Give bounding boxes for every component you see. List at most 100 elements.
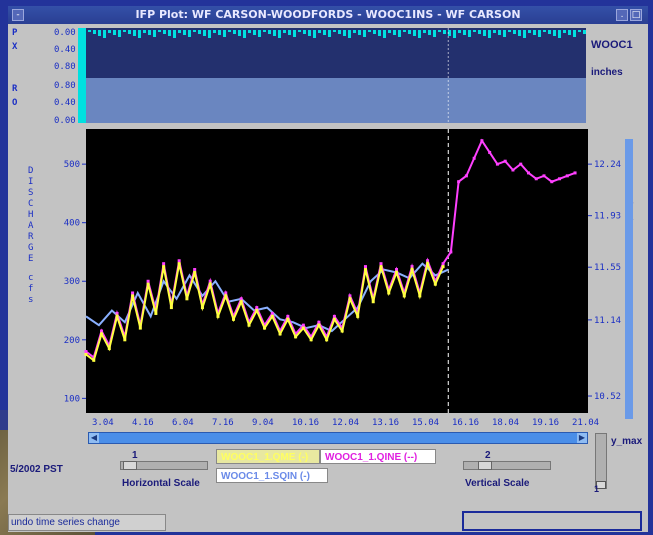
ro-tick: 0.00: [54, 116, 76, 126]
series-point: [239, 300, 243, 304]
vertical-scale-label: Vertical Scale: [465, 478, 530, 489]
precip-bar: [328, 30, 331, 37]
ro-label-r: R: [12, 84, 18, 94]
series-id-label: WOOC1: [591, 39, 633, 51]
series-point: [379, 265, 383, 269]
series-point: [379, 262, 383, 266]
precip-bar: [208, 30, 211, 38]
precip-bar: [178, 30, 181, 33]
precip-bar: [553, 30, 556, 36]
series-point: [558, 177, 562, 181]
series-point: [309, 335, 313, 339]
series-point: [263, 323, 267, 327]
precip-bar: [248, 30, 251, 33]
precip-bar: [403, 30, 406, 32]
right-vertical-scrollbar[interactable]: [625, 139, 633, 419]
ro-label-o: O: [12, 98, 18, 108]
right-tick-label: 10.52: [594, 392, 621, 402]
undo-time-series-button[interactable]: undo time series change: [8, 514, 166, 531]
precip-bar: [508, 30, 511, 32]
precip-bar: [543, 30, 546, 32]
vertical-scale-slider[interactable]: [463, 461, 551, 470]
y-tick-label: 500: [64, 160, 80, 170]
series-point: [519, 162, 523, 166]
slider-knob[interactable]: [596, 481, 606, 489]
precip-bar: [108, 30, 111, 33]
precip-bar: [338, 30, 341, 34]
series-point: [239, 297, 243, 301]
precip-bar: [533, 30, 536, 35]
series-point: [511, 168, 515, 172]
series-point: [162, 262, 166, 266]
axis-letter: G: [28, 243, 34, 253]
axis-letter: A: [28, 221, 34, 231]
series-point: [270, 311, 274, 315]
precip-bar: [273, 30, 276, 36]
scroll-left-arrow[interactable]: ◀: [89, 433, 99, 443]
series-point: [107, 347, 111, 351]
precip-panel: [86, 28, 586, 78]
series-point: [534, 177, 538, 181]
precip-bar: [198, 30, 201, 34]
series-point: [255, 306, 259, 310]
precip-bar: [473, 30, 476, 32]
horizontal-scale-slider[interactable]: [120, 461, 208, 470]
axis-letter: S: [28, 188, 34, 198]
precip-bar: [378, 30, 381, 36]
legend-qme[interactable]: WOOC1_1.QME (-): [216, 449, 320, 464]
minimize-button[interactable]: .: [616, 9, 628, 21]
precip-bar: [213, 30, 216, 33]
window-menu-button[interactable]: -: [12, 9, 24, 21]
series-point: [100, 329, 104, 333]
time-scrollbar[interactable]: ◀ ▶: [88, 432, 588, 444]
series-point: [488, 150, 492, 154]
series-point: [309, 338, 313, 342]
precip-bar: [503, 30, 506, 37]
precip-bar: [98, 30, 101, 36]
legend-sqin[interactable]: WOOC1_1.SQIN (-): [216, 468, 328, 483]
vertical-scale-value: 2: [485, 450, 491, 461]
axis-letter: H: [28, 210, 34, 220]
precip-bar: [143, 30, 146, 33]
right-tick-label: 11.14: [594, 316, 621, 326]
precip-bar: [288, 30, 291, 35]
series-point: [193, 270, 197, 274]
precip-bar: [363, 30, 366, 37]
y-max-value: 1: [594, 484, 600, 494]
y-max-slider[interactable]: [595, 433, 607, 489]
series-point: [426, 259, 430, 263]
precip-bar: [423, 30, 426, 33]
slider-knob[interactable]: [123, 461, 137, 470]
precip-bar: [493, 30, 496, 33]
series-point: [286, 314, 290, 318]
series-point: [340, 329, 344, 333]
precip-bar: [578, 30, 581, 32]
series-point: [402, 294, 406, 298]
precip-bar: [203, 30, 206, 36]
precip-bar: [118, 30, 121, 37]
title-bar[interactable]: - IFP Plot: WF CARSON-WOODFORDS - WOOC1I…: [8, 6, 648, 24]
slider-knob[interactable]: [478, 461, 492, 470]
precip-bar: [253, 30, 256, 35]
axis-letter: E: [28, 254, 34, 264]
series-point: [185, 297, 189, 301]
x-tick-label: 15.04: [412, 418, 439, 428]
ifp-chart: 500 400 300 200 100 12.24 11.93 11.55 11.14 10.52…: [64, 28, 621, 428]
series-point: [169, 306, 173, 310]
x-tick-label: 4.16: [132, 418, 154, 428]
series-point: [433, 282, 437, 286]
scroll-right-arrow[interactable]: ▶: [577, 433, 587, 443]
precip-bar: [523, 30, 526, 38]
series-point: [348, 297, 352, 301]
maximize-button[interactable]: □: [630, 9, 642, 21]
y-tick-label: 300: [64, 277, 80, 287]
series-point: [162, 265, 166, 269]
precip-left-bar: [78, 28, 86, 123]
px-label-x: X: [12, 42, 18, 52]
precip-bar: [353, 30, 356, 33]
legend-qine[interactable]: WOOC1_1.QINE (--): [320, 449, 436, 464]
series-point: [550, 180, 554, 184]
precip-bar: [153, 30, 156, 37]
series-point: [317, 320, 321, 324]
precip-bar: [393, 30, 396, 35]
